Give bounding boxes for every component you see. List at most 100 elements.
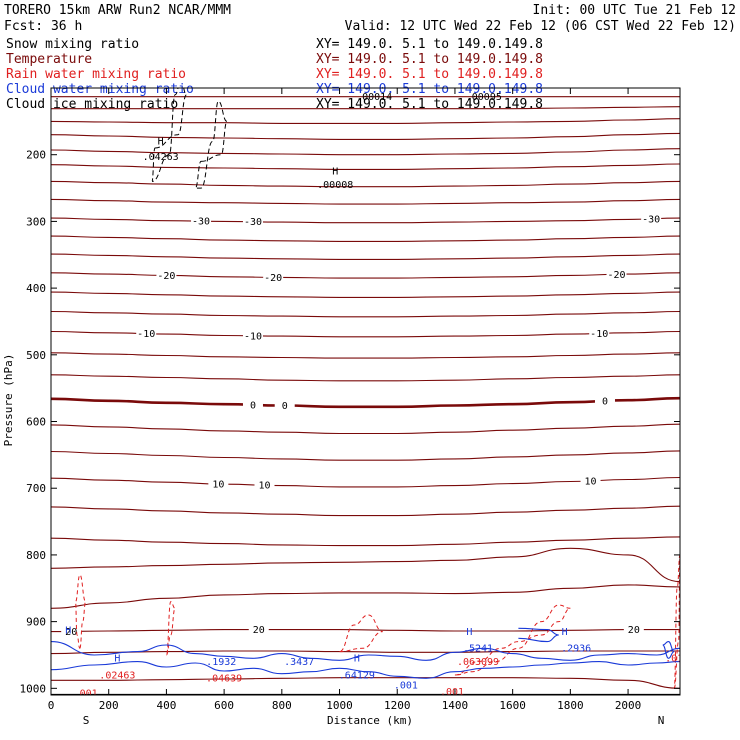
x-tick-label: 200 xyxy=(99,699,119,712)
isotherm-label: -10 xyxy=(137,329,155,340)
model-title: TORERO 15km ARW Run2 NCAR/MMM xyxy=(4,3,231,18)
x-tick-label: 0 xyxy=(48,699,55,712)
isotherm-line xyxy=(51,423,680,435)
y-tick-label: 800 xyxy=(26,549,46,562)
isotherm-label: 20 xyxy=(253,625,265,636)
isotherm-label-bg xyxy=(589,328,610,339)
isotherm-label-bg xyxy=(594,395,615,406)
isotherm-line xyxy=(51,450,680,461)
isotherm-line xyxy=(51,352,680,359)
isotherm-line xyxy=(51,253,680,260)
isotherm-line xyxy=(51,584,680,609)
x-tick-label: 1200 xyxy=(384,699,411,712)
isotherm-label: -10 xyxy=(590,329,608,340)
legend-spec: XY= 149.0. 5.1 to 149.0.149.8 xyxy=(316,97,543,112)
north-end-label: N xyxy=(658,714,665,727)
isotherm-label: -20 xyxy=(264,273,282,284)
field-annotation: .5241 xyxy=(463,644,493,655)
isotherm-label-bg xyxy=(623,624,644,635)
x-tick-label: 1800 xyxy=(557,699,584,712)
isotherm-line xyxy=(51,310,680,318)
isotherm-label: -30 xyxy=(244,217,262,228)
isotherm-label-bg xyxy=(61,626,82,637)
legend-name: Temperature xyxy=(6,52,92,67)
valid-time: Valid: 12 UTC Wed 22 Feb 12 (06 CST Wed … xyxy=(345,19,736,34)
isotherm-line xyxy=(51,106,680,110)
field-annotation: .2936 xyxy=(561,644,591,655)
x-axis-label: Distance (km) xyxy=(327,714,413,727)
field-annotation: H xyxy=(354,654,360,665)
isotherm-line xyxy=(51,629,680,633)
legend-spec: XY= 149.0. 5.1 to 149.0.149.8 xyxy=(316,52,543,67)
y-tick-label: 700 xyxy=(26,482,46,495)
y-tick-label: 500 xyxy=(26,349,46,362)
rain-contour xyxy=(165,601,176,656)
isotherm-line xyxy=(51,198,680,205)
isotherm-label: -10 xyxy=(244,331,262,342)
field-annotation: .016 xyxy=(665,654,689,665)
field-annotation: H xyxy=(114,654,120,665)
isotherm-line xyxy=(51,148,680,156)
isotherm-label: 10 xyxy=(585,476,597,487)
x-tick-label: 800 xyxy=(272,699,292,712)
isotherm-line xyxy=(51,476,680,488)
isotherm-label-bg xyxy=(136,328,157,339)
isotherm-line xyxy=(51,132,680,140)
isotherm-label: 20 xyxy=(65,627,77,638)
field-annotation: .04639 xyxy=(206,674,242,685)
isotherm-label-bg xyxy=(208,479,229,490)
legend: Snow mixing ratio XY= 149.0. 5.1 to 149.0… xyxy=(6,37,543,112)
isotherm-line xyxy=(51,396,680,409)
forecast-hour: Fcst: 36 h xyxy=(4,19,82,34)
isotherm-label-bg xyxy=(242,216,263,227)
field-annotation: .04263 xyxy=(143,152,179,163)
legend-name: Cloud water mixing ratio xyxy=(6,82,194,97)
x-tick-label: 1000 xyxy=(326,699,353,712)
field-annotation: H xyxy=(562,627,568,638)
isotherm-label: -20 xyxy=(607,270,625,281)
isotherm-label-bg xyxy=(606,269,627,280)
y-tick-label: 600 xyxy=(26,416,46,429)
isotherm-label-bg xyxy=(242,330,263,341)
isotherm-label: 10 xyxy=(212,480,224,491)
y-tick-label: 400 xyxy=(26,282,46,295)
field-annotation: .3437 xyxy=(284,657,314,668)
isotherm-label-bg xyxy=(242,399,263,410)
isotherm-label-bg xyxy=(254,480,275,491)
x-tick-label: 1600 xyxy=(499,699,526,712)
field-annotation: .02463 xyxy=(99,670,135,681)
isotherm-line xyxy=(51,547,680,583)
field-annotation: .64129 xyxy=(339,670,375,681)
isotherm-line xyxy=(51,163,680,170)
field-annotation: .00095 xyxy=(466,92,502,103)
south-end-label: S xyxy=(83,714,90,727)
lower-profile-line xyxy=(51,677,680,689)
cloud-ice-contour xyxy=(194,100,228,189)
isotherm-label-bg xyxy=(580,475,601,486)
isotherm-label-bg xyxy=(156,270,177,281)
y-tick-label: 1000 xyxy=(20,682,47,695)
legend-spec: XY= 149.0. 5.1 to 149.0.149.8 xyxy=(316,37,543,52)
plot-area: -30 -30 -30 -20 -20 -20 -10 -10 -10 0 0 0 10 10 10 20 20… xyxy=(50,87,689,696)
isotherm-line xyxy=(51,235,680,242)
x-tick-label: 1400 xyxy=(442,699,469,712)
isotherm-label: 10 xyxy=(258,481,270,492)
rain-contour xyxy=(339,614,383,653)
isotherm-label: 0 xyxy=(250,400,256,411)
field-annotation: H xyxy=(65,626,71,637)
cloud-water-contour xyxy=(518,627,559,643)
legend-spec: XY= 149.0. 5.1 to 149.0.149.8 xyxy=(316,67,543,82)
isotherm-line xyxy=(51,374,680,382)
isotherm-line xyxy=(51,650,680,655)
isotherm-label-bg xyxy=(274,400,295,411)
field-annotation: .001 xyxy=(394,680,418,691)
field-annotation: H xyxy=(466,627,472,638)
x-tick-label: 2000 xyxy=(615,699,642,712)
cloud-water-contour xyxy=(51,661,680,679)
isotherm-label: -30 xyxy=(192,217,210,228)
field-annotation: .00008 xyxy=(317,180,353,191)
y-tick-label: 900 xyxy=(26,616,46,629)
field-annotation: .00014 xyxy=(356,92,392,103)
